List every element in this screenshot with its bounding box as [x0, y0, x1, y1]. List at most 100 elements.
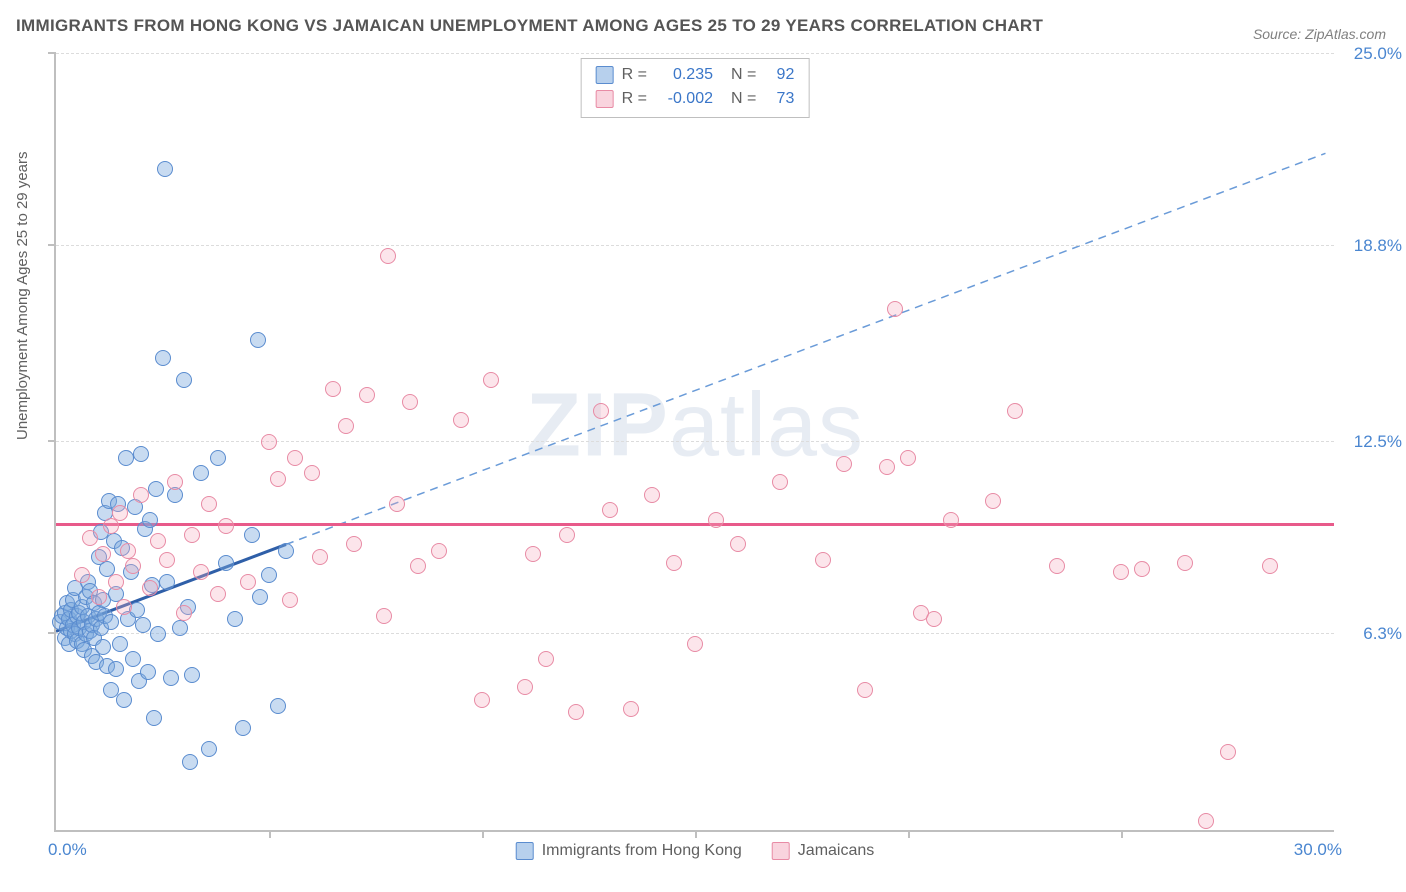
scatter-point-jam	[282, 592, 298, 608]
scatter-point-jam	[150, 533, 166, 549]
r-value-jam: -0.002	[655, 87, 713, 111]
scatter-point-jam	[346, 536, 362, 552]
legend-item-hk: Immigrants from Hong Kong	[516, 842, 742, 860]
scatter-point-jam	[74, 567, 90, 583]
scatter-point-jam	[1049, 558, 1065, 574]
scatter-point-hk	[278, 543, 294, 559]
scatter-point-hk	[182, 754, 198, 770]
gridline	[56, 245, 1334, 246]
y-axis-label: Unemployment Among Ages 25 to 29 years	[14, 151, 31, 440]
scatter-point-jam	[1007, 403, 1023, 419]
swatch-jam-icon	[772, 842, 790, 860]
scatter-point-jam	[602, 502, 618, 518]
scatter-point-hk	[108, 661, 124, 677]
plot-area: ZIPatlas R = 0.235 N = 92 R = -0.002 N =…	[54, 54, 1334, 832]
scatter-point-jam	[95, 546, 111, 562]
scatter-point-jam	[538, 651, 554, 667]
scatter-point-jam	[82, 530, 98, 546]
scatter-point-jam	[91, 589, 107, 605]
y-tick-label: 12.5%	[1342, 432, 1402, 452]
scatter-point-jam	[815, 552, 831, 568]
scatter-point-jam	[287, 450, 303, 466]
scatter-point-jam	[644, 487, 660, 503]
y-tick-label: 18.8%	[1342, 236, 1402, 256]
scatter-point-jam	[210, 586, 226, 602]
scatter-point-jam	[453, 412, 469, 428]
scatter-point-jam	[201, 496, 217, 512]
y-tick-mark	[48, 632, 56, 634]
scatter-point-jam	[593, 403, 609, 419]
scatter-point-hk	[250, 332, 266, 348]
scatter-point-jam	[857, 682, 873, 698]
scatter-point-hk	[159, 574, 175, 590]
scatter-point-jam	[1113, 564, 1129, 580]
scatter-point-hk	[210, 450, 226, 466]
scatter-point-hk	[150, 626, 166, 642]
trend-line-jam	[56, 523, 1334, 526]
scatter-point-jam	[559, 527, 575, 543]
scatter-point-hk	[184, 667, 200, 683]
scatter-point-hk	[270, 698, 286, 714]
scatter-point-jam	[772, 474, 788, 490]
scatter-point-jam	[167, 474, 183, 490]
scatter-point-jam	[312, 549, 328, 565]
r-label: R =	[622, 87, 647, 111]
legend-label-jam: Jamaicans	[798, 842, 874, 860]
stats-row-jam: R = -0.002 N = 73	[596, 87, 795, 111]
scatter-point-hk	[148, 481, 164, 497]
watermark: ZIPatlas	[526, 375, 864, 478]
scatter-point-jam	[410, 558, 426, 574]
scatter-point-jam	[985, 493, 1001, 509]
scatter-point-jam	[270, 471, 286, 487]
scatter-point-hk	[135, 617, 151, 633]
scatter-point-hk	[261, 567, 277, 583]
scatter-point-hk	[193, 465, 209, 481]
scatter-point-jam	[359, 387, 375, 403]
x-tick-mark	[269, 830, 271, 838]
n-value-hk: 92	[764, 63, 794, 87]
n-label: N =	[731, 63, 756, 87]
scatter-point-jam	[116, 599, 132, 615]
legend-item-jam: Jamaicans	[772, 842, 874, 860]
scatter-point-hk	[125, 651, 141, 667]
scatter-point-jam	[402, 394, 418, 410]
scatter-point-jam	[431, 543, 447, 559]
correlation-stats-box: R = 0.235 N = 92 R = -0.002 N = 73	[581, 58, 810, 118]
x-tick-mark	[908, 830, 910, 838]
scatter-point-hk	[235, 720, 251, 736]
scatter-point-jam	[474, 692, 490, 708]
scatter-point-hk	[95, 639, 111, 655]
scatter-point-hk	[112, 636, 128, 652]
scatter-point-hk	[140, 664, 156, 680]
scatter-point-jam	[887, 301, 903, 317]
gridline	[56, 633, 1334, 634]
scatter-point-jam	[376, 608, 392, 624]
scatter-point-hk	[155, 350, 171, 366]
scatter-point-jam	[1220, 744, 1236, 760]
scatter-point-jam	[218, 518, 234, 534]
scatter-point-jam	[125, 558, 141, 574]
scatter-point-jam	[1177, 555, 1193, 571]
scatter-point-jam	[184, 527, 200, 543]
scatter-point-jam	[687, 636, 703, 652]
scatter-point-jam	[900, 450, 916, 466]
y-tick-mark	[48, 440, 56, 442]
scatter-point-jam	[108, 574, 124, 590]
x-axis-max-label: 30.0%	[1294, 840, 1342, 860]
x-axis-min-label: 0.0%	[48, 840, 87, 860]
y-tick-mark	[48, 244, 56, 246]
swatch-hk-icon	[596, 66, 614, 84]
trend-line-hk	[56, 54, 1334, 830]
scatter-point-hk	[103, 614, 119, 630]
scatter-point-jam	[943, 512, 959, 528]
scatter-point-hk	[146, 710, 162, 726]
r-label: R =	[622, 63, 647, 87]
x-tick-mark	[695, 830, 697, 838]
n-label: N =	[731, 87, 756, 111]
scatter-point-jam	[879, 459, 895, 475]
scatter-point-jam	[261, 434, 277, 450]
scatter-point-jam	[525, 546, 541, 562]
swatch-jam-icon	[596, 90, 614, 108]
scatter-point-hk	[172, 620, 188, 636]
r-value-hk: 0.235	[655, 63, 713, 87]
